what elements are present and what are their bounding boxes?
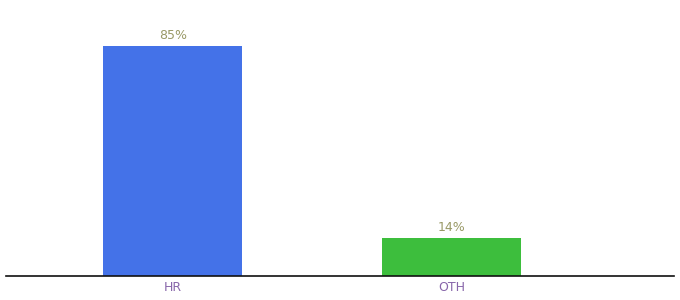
Text: 85%: 85% (158, 29, 187, 42)
Bar (103, 46, 243, 276)
Text: 14%: 14% (438, 221, 465, 234)
Bar (381, 238, 521, 276)
